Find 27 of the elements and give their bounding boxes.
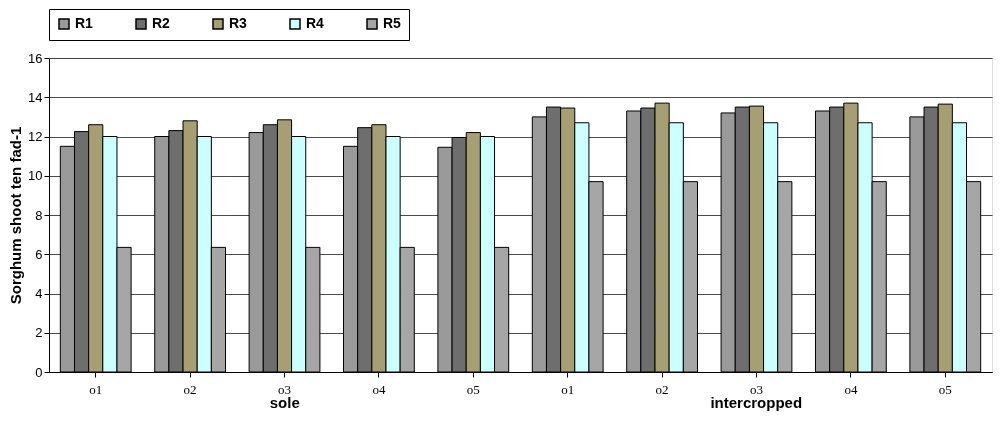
y-axis-title: Sorghum shoot ten fad-1 <box>7 126 25 305</box>
text: intercropped <box>710 394 803 411</box>
legend-label: R1 <box>75 15 94 31</box>
legend-label: R3 <box>229 15 248 31</box>
y-tick-label: 6 <box>35 246 43 262</box>
y-tick-label: 12 <box>28 129 43 144</box>
x-tick-label: o1 <box>561 381 575 397</box>
x-tick-label: o4 <box>844 381 858 397</box>
y-tick-label: 4 <box>35 286 43 301</box>
y-tick-label: 0 <box>35 364 43 380</box>
x-tick-label: o2 <box>183 381 197 397</box>
x-tick-label: o5 <box>938 381 952 397</box>
legend-label: R5 <box>383 15 402 31</box>
legend-label: R4 <box>306 15 325 31</box>
y-tick-label: 14 <box>28 89 43 105</box>
x-tick-label: o4 <box>372 381 386 397</box>
text: sole <box>269 394 300 411</box>
y-tick-label: 10 <box>28 168 43 184</box>
x-tick-label: o3 <box>278 381 292 397</box>
y-tick-label: 2 <box>35 325 43 341</box>
y-tick-label: 16 <box>28 50 43 66</box>
x-tick-label: o2 <box>655 381 669 397</box>
y-tick-label: 8 <box>35 207 43 223</box>
x-tick-label: o5 <box>466 381 480 397</box>
x-tick-label: o3 <box>749 381 763 397</box>
x-tick-label: o1 <box>89 381 103 397</box>
legend-label: R2 <box>152 15 171 31</box>
